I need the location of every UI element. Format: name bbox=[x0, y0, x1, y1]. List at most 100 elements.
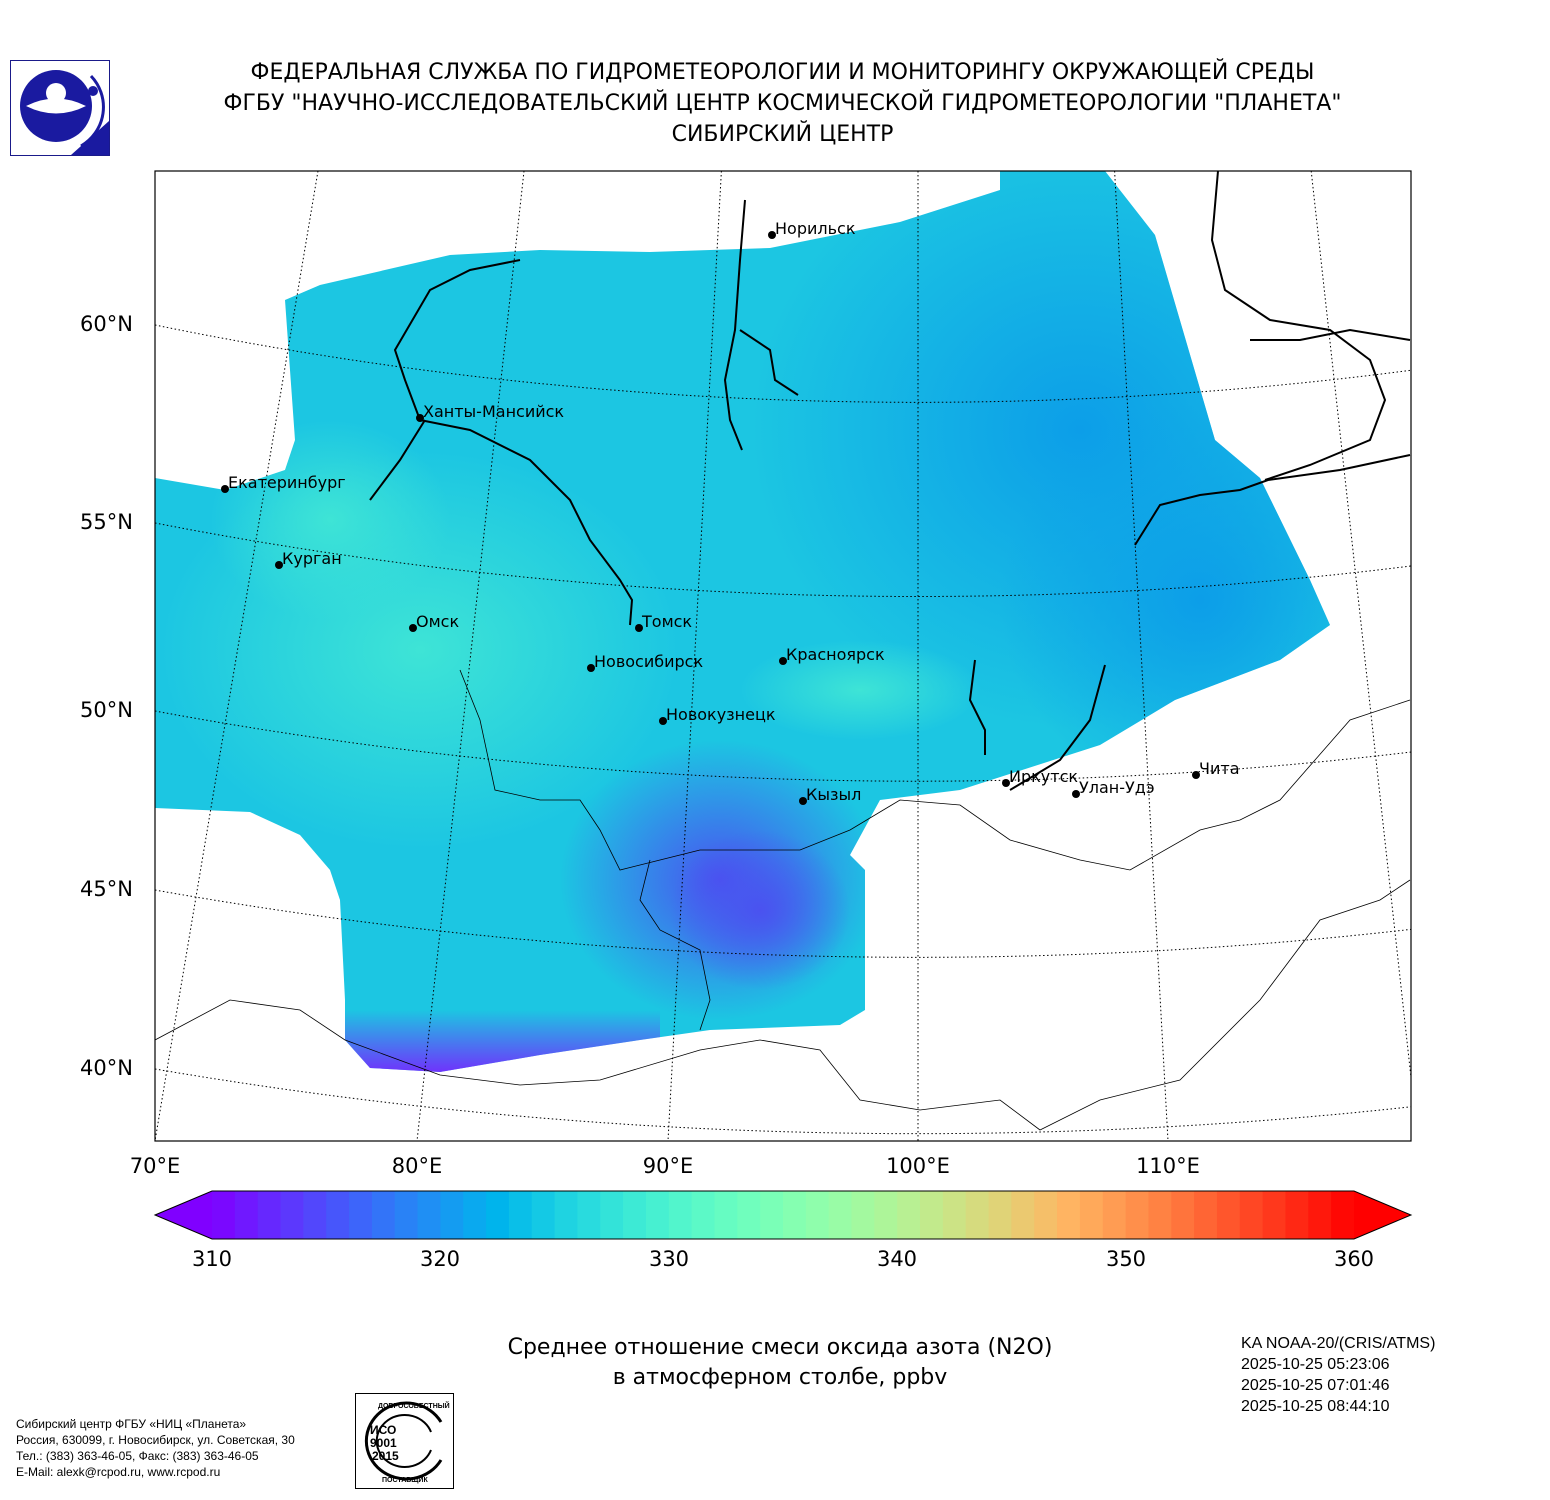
colorbar-segment bbox=[234, 1191, 259, 1239]
city-markers: Норильск Ханты-Мансийск Екатеринбург Курган… bbox=[221, 219, 1240, 805]
colorbar-segment bbox=[1171, 1191, 1195, 1239]
planeta-logo bbox=[10, 60, 110, 156]
colorbar-segment bbox=[257, 1191, 282, 1239]
colorbar-segment bbox=[577, 1191, 601, 1239]
colorbar-segment bbox=[1057, 1191, 1081, 1239]
city-label: Иркутск bbox=[1009, 767, 1078, 786]
city-marker bbox=[659, 717, 667, 725]
colorbar-segment bbox=[1194, 1191, 1218, 1239]
colorbar-outline bbox=[153, 1190, 1413, 1240]
svg-text:-2015: -2015 bbox=[368, 1449, 399, 1463]
product-title-line-2: в атмосферном столбе, ppbv bbox=[612, 1365, 948, 1390]
map-frame bbox=[154, 170, 1412, 1142]
colorbar-segment bbox=[1125, 1191, 1150, 1239]
city-label: Омск bbox=[416, 612, 459, 631]
colorbar-over-arrow bbox=[1354, 1191, 1411, 1239]
city-marker bbox=[1002, 779, 1010, 787]
colorbar-segment bbox=[508, 1191, 533, 1239]
colorbar-segment bbox=[212, 1191, 236, 1239]
colorbar-segment bbox=[1034, 1191, 1058, 1239]
address-line: Сибирский центр ФГБУ «НИЦ «Планета» bbox=[16, 1417, 247, 1431]
svg-text:9001: 9001 bbox=[370, 1436, 397, 1450]
colorbar-tick: 350 bbox=[1105, 1247, 1147, 1271]
pass-time: 2025-10-25 08:44:10 bbox=[1241, 1398, 1390, 1415]
svg-text:ИСО: ИСО bbox=[370, 1423, 396, 1437]
colorbar-segment bbox=[714, 1191, 738, 1239]
colorbar-segment bbox=[851, 1191, 875, 1239]
colorbar-segment bbox=[691, 1191, 716, 1239]
colorbar-segment bbox=[1285, 1191, 1309, 1239]
lat-label-40: 40°N bbox=[80, 1056, 133, 1080]
iso-badge-icon: ИСО 9001 -2015 ДОБРОСОВЕСТНЫЙ ПОСТАВЩИК bbox=[364, 1401, 450, 1484]
city-label: Томск bbox=[641, 612, 692, 631]
colorbar-segment bbox=[371, 1191, 396, 1239]
colorbar-segment bbox=[1308, 1191, 1332, 1239]
colorbar-segment bbox=[645, 1191, 670, 1239]
colorbar-segment bbox=[623, 1191, 647, 1239]
colorbar bbox=[153, 1190, 1413, 1240]
city-marker bbox=[587, 664, 595, 672]
lon-label-70: 70°E bbox=[129, 1154, 181, 1178]
city-marker bbox=[409, 624, 417, 632]
colorbar-segment bbox=[668, 1191, 693, 1239]
pass-time: 2025-10-25 07:01:46 bbox=[1241, 1377, 1390, 1394]
city-marker bbox=[799, 797, 807, 805]
colorbar-segment bbox=[440, 1191, 464, 1239]
product-title-line-1: Среднее отношение смеси оксида азота (N2… bbox=[507, 1335, 1053, 1360]
city-marker bbox=[275, 561, 283, 569]
city-marker bbox=[416, 414, 424, 422]
header-line-3: СИБИРСКИЙ ЦЕНТР bbox=[671, 122, 894, 147]
address-line: Тел.: (383) 363-46-05, Факс: (383) 363-4… bbox=[16, 1449, 259, 1463]
colorbar-segment bbox=[531, 1191, 556, 1239]
lon-label-90: 90°E bbox=[642, 1154, 694, 1178]
colorbar-segment bbox=[783, 1191, 807, 1239]
iso-badge: ИСО 9001 -2015 ДОБРОСОВЕСТНЫЙ ПОСТАВЩИК bbox=[355, 1393, 454, 1489]
colorbar-tick: 330 bbox=[648, 1247, 690, 1271]
colorbar-segment bbox=[897, 1191, 921, 1239]
address-line: Россия, 630099, г. Новосибирск, ул. Сове… bbox=[16, 1433, 295, 1447]
colorbar-tick: 360 bbox=[1333, 1247, 1375, 1271]
lon-label-110: 110°E bbox=[1136, 1154, 1200, 1178]
latitude-line bbox=[155, 1068, 1411, 1135]
colorbar-tick: 320 bbox=[419, 1247, 461, 1271]
lat-label-55: 55°N bbox=[80, 510, 133, 534]
city-label: Курган bbox=[282, 549, 342, 568]
city-marker bbox=[1072, 790, 1080, 798]
lat-label-45: 45°N bbox=[80, 877, 133, 901]
city-label: Норильск bbox=[775, 219, 856, 238]
colorbar-segment bbox=[760, 1191, 784, 1239]
colorbar-tick: 310 bbox=[191, 1247, 233, 1271]
colorbar-segment bbox=[828, 1191, 853, 1239]
svg-text:ДОБРОСОВЕСТНЫЙ: ДОБРОСОВЕСТНЫЙ bbox=[378, 1401, 450, 1410]
colorbar-tick: 340 bbox=[876, 1247, 918, 1271]
colorbar-segment bbox=[1262, 1191, 1287, 1239]
colorbar-segment bbox=[1011, 1191, 1035, 1239]
colorbar-segment bbox=[1216, 1191, 1241, 1239]
lat-label-60: 60°N bbox=[80, 312, 133, 336]
colorbar-segment bbox=[965, 1191, 990, 1239]
colorbar-segment bbox=[463, 1191, 487, 1239]
city-label: Улан-Удэ bbox=[1079, 778, 1155, 797]
city-marker bbox=[779, 657, 787, 665]
header-line-2: ФГБУ "НАУЧНО-ИССЛЕДОВАТЕЛЬСКИЙ ЦЕНТР КОС… bbox=[223, 91, 1342, 116]
colorbar-under-arrow bbox=[155, 1191, 212, 1239]
city-label: Новокузнецк bbox=[666, 705, 776, 724]
city-marker bbox=[635, 624, 643, 632]
meridian-line bbox=[1310, 171, 1411, 1082]
colorbar-segment bbox=[280, 1191, 304, 1239]
city-marker bbox=[1192, 771, 1200, 779]
header-line-1: ФЕДЕРАЛЬНАЯ СЛУЖБА ПО ГИДРОМЕТЕОРОЛОГИИ … bbox=[250, 60, 1315, 85]
map-area: Норильск Ханты-Мансийск Екатеринбург Курган… bbox=[155, 171, 1411, 1141]
city-label: Екатеринбург bbox=[228, 473, 346, 492]
satellite-name: KA NOAA-20/(CRIS/ATMS) bbox=[1241, 1335, 1436, 1352]
lon-label-100: 100°E bbox=[886, 1154, 950, 1178]
city-label: Чита bbox=[1199, 759, 1240, 778]
city-label: Кызыл bbox=[806, 785, 861, 804]
city-marker bbox=[221, 485, 229, 493]
latitude-line bbox=[155, 324, 1411, 403]
city-label: Ханты-Мансийск bbox=[423, 402, 564, 421]
colorbar-segment bbox=[1079, 1191, 1104, 1239]
colorbar-segment bbox=[1239, 1191, 1264, 1239]
colorbar-segment bbox=[554, 1191, 579, 1239]
